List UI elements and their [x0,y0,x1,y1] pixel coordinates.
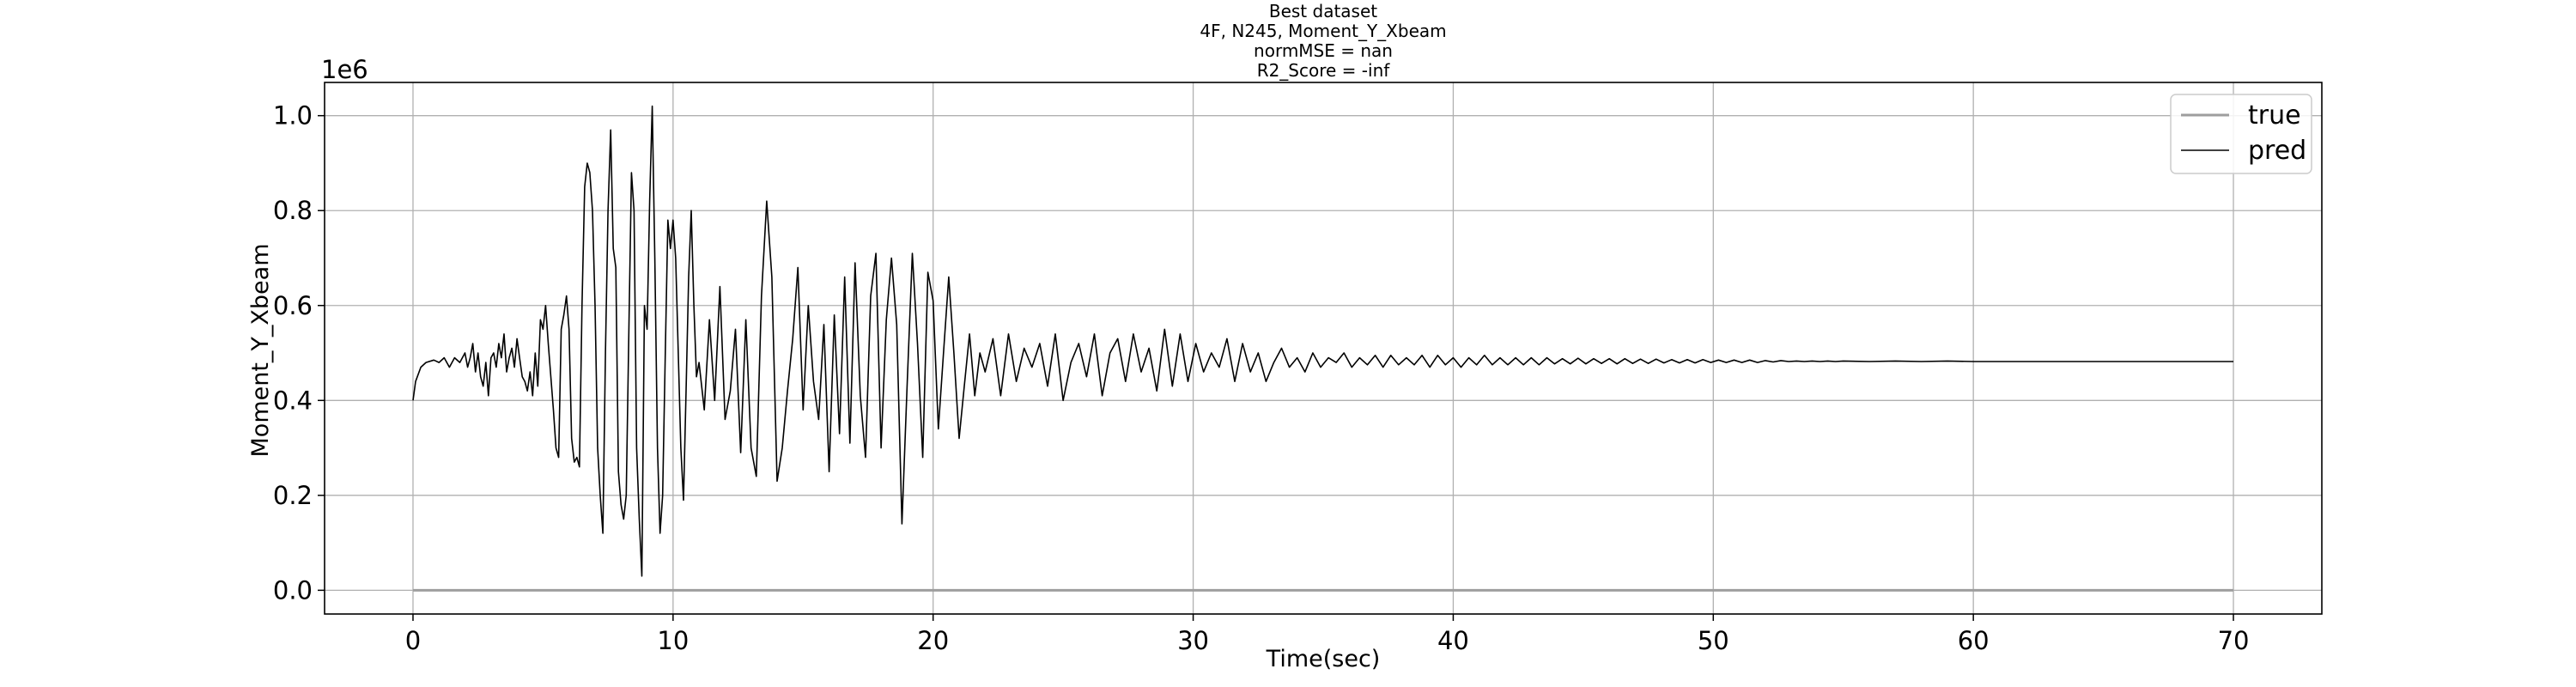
legend-label-true: true [2248,100,2301,131]
x-tick-label: 60 [1958,626,1990,655]
grid [325,82,2322,614]
series-lines [412,105,2233,592]
plot-frame [324,82,2323,615]
x-tick-label: 20 [917,626,949,655]
y-axis: 0.0 0.2 0.4 0.6 0.8 1.0 [273,101,325,605]
y-tick-label: 0.2 [273,481,313,510]
x-tick-label: 10 [657,626,689,655]
x-axis-label: Time(sec) [1266,646,1381,672]
y-tick-label: 1.0 [273,101,313,131]
y-axis-label: Moment_Y_Xbeam [247,243,274,457]
title-line: R2_Score = -inf [1257,60,1391,81]
legend-label-pred: pred [2248,136,2306,166]
x-tick-label: 0 [405,626,421,655]
x-tick-label: 70 [2218,626,2250,655]
y-tick-label: 0.4 [273,386,313,415]
title-line: Best dataset [1269,1,1377,21]
y-tick-label: 0.0 [273,575,313,605]
x-tick-label: 50 [1698,626,1729,655]
series-line-pred [412,105,2233,577]
y-offset-label: 1e6 [321,55,368,84]
title-line: normMSE = nan [1254,40,1393,61]
x-tick-label: 40 [1437,626,1469,655]
chart-title: Best dataset 4F, N245, Moment_Y_Xbeam no… [1200,1,1446,81]
legend: true pred [2170,94,2312,174]
title-line: 4F, N245, Moment_Y_Xbeam [1200,21,1446,41]
x-tick-label: 30 [1177,626,1209,655]
y-tick-label: 0.6 [273,291,313,320]
x-axis: 0 10 20 30 40 50 60 70 [405,614,2250,655]
y-tick-label: 0.8 [273,196,313,225]
